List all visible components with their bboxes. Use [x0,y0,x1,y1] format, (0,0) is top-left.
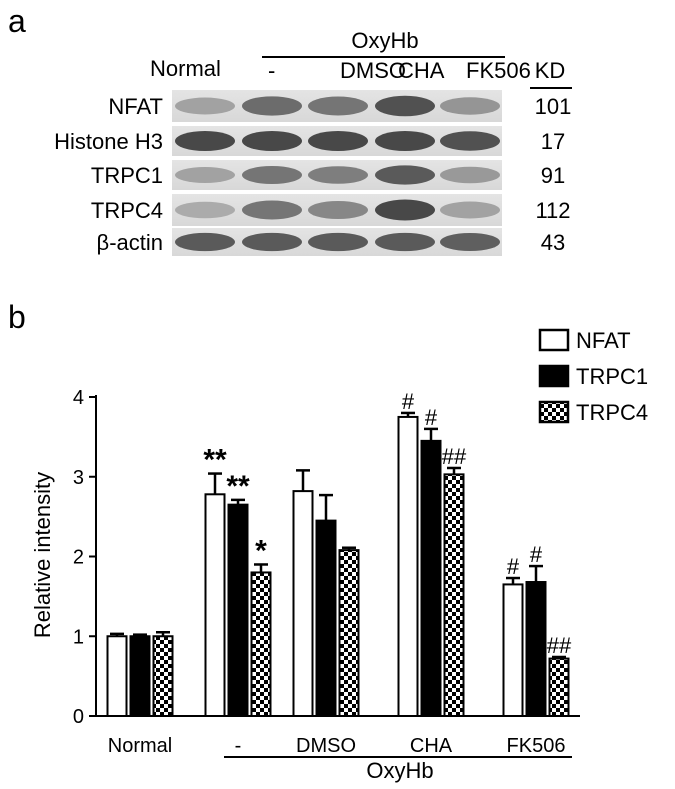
legend-swatch [538,364,570,388]
blot-band [440,232,500,252]
lane-label: FK506 [466,58,531,83]
bar-trpc4 [250,571,272,718]
bar-nfat [292,490,314,718]
blot-band [308,96,368,116]
legend-swatch [538,328,570,352]
significance-mark: * [255,534,267,567]
bar-trpc1 [315,519,337,717]
blot-band [440,166,500,184]
bar-trpc1 [129,635,151,717]
blot-band [242,166,302,184]
blot-row: TRPC1 91 [91,160,565,190]
panel-a-normal-label: Normal [150,56,221,81]
kd-value: 91 [541,163,565,188]
bar-trpc1 [227,503,249,717]
kd-header: KD [535,58,566,83]
blot-row: β-actin 43 [97,228,565,256]
protein-label: TRPC1 [91,163,163,188]
significance-mark: # [507,554,520,579]
bar-trpc4 [338,549,360,717]
y-axis-label: Relative intensity [30,472,55,638]
bar-trpc4 [548,657,570,718]
y-tick-label: 4 [73,387,84,409]
significance-mark: # [402,389,415,414]
blot-band [375,95,435,117]
chart-group-label: OxyHb [366,758,433,783]
significance-mark: ** [203,444,227,477]
blot-band [375,165,435,185]
blot-band [308,131,368,151]
legend-label: NFAT [576,328,631,353]
lane-label: DMSO [340,58,406,83]
blot-band [242,232,302,252]
x-tick-label: DMSO [296,735,356,757]
kd-value: 101 [535,94,572,119]
blot-band [440,97,500,115]
panel-b-letter: b [8,299,26,335]
blot-row: TRPC4 112 [91,194,571,226]
blot-band [242,131,302,151]
y-tick-label: 3 [73,467,84,489]
blot-band [175,201,235,219]
bar-trpc4 [443,473,465,718]
legend: NFAT TRPC1 TRPC4 [538,328,648,425]
y-tick-label: 2 [73,547,84,569]
y-tick-label: 1 [73,626,84,648]
kd-value: 112 [535,198,570,223]
bar-nfat [106,635,128,717]
lane-label: CHA [398,58,445,83]
blot-band [308,166,368,184]
blot-band [175,232,235,252]
bar-nfat [397,415,419,717]
blot-band [175,167,235,183]
blot-band [375,199,435,221]
blot-row: Histone H3 17 [54,126,565,156]
x-tick-label: FK506 [507,735,566,757]
legend-label: TRPC4 [576,400,648,425]
kd-value: 43 [541,230,565,255]
protein-label: β-actin [97,230,163,255]
protein-label: TRPC4 [91,198,163,223]
significance-mark: ** [226,470,250,503]
panel-a-group-label: OxyHb [351,28,418,53]
blot-band [175,97,235,115]
legend-label: TRPC1 [576,364,648,389]
bar-trpc1 [420,439,442,717]
protein-label: Histone H3 [54,129,163,154]
significance-mark: ## [547,633,572,658]
lane-label: - [268,58,275,83]
kd-value: 17 [541,129,565,154]
protein-label: NFAT [108,94,163,119]
bar-trpc1 [525,581,547,718]
blot-band [440,131,500,151]
significance-mark: ## [442,444,467,469]
significance-mark: # [530,542,543,567]
blot-band [242,96,302,116]
bar-trpc4 [152,635,174,717]
panel-a-letter: a [8,3,26,39]
blot-band [308,200,368,220]
y-tick-label: 0 [73,706,84,728]
x-tick-label: - [235,735,242,757]
x-tick-label: Normal [108,735,172,757]
bar-nfat [502,583,524,717]
bar-nfat [204,493,226,718]
blot-band [175,131,235,151]
blot-band [375,232,435,252]
blot-rows: NFAT 101 Histone H3 17 TRPC1 91 TRPC4 112 β-acti… [54,90,571,256]
x-tick-label: CHA [410,735,453,757]
blot-band [242,200,302,220]
blot-band [308,232,368,252]
blot-band [440,201,500,219]
blot-band [375,131,435,151]
blot-row: NFAT 101 [108,90,571,122]
legend-swatch [538,400,570,424]
significance-mark: # [425,405,438,430]
